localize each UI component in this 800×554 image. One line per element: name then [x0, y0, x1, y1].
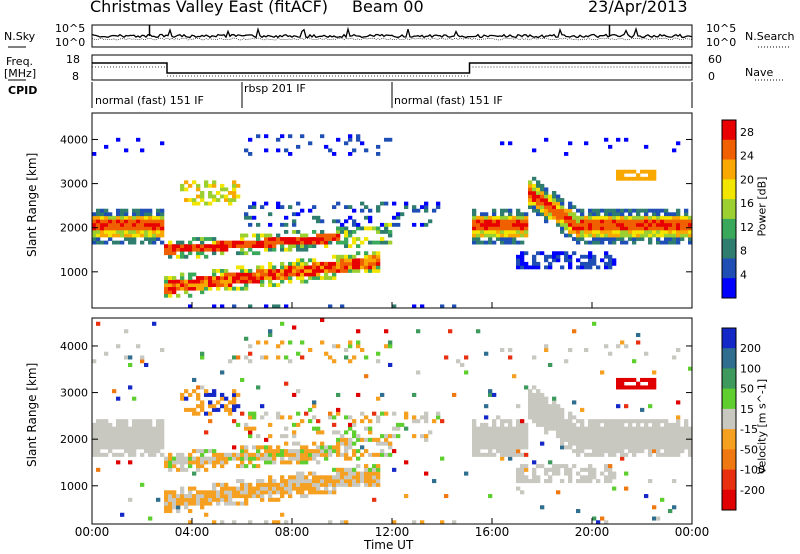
xtick-label: 00:00: [675, 525, 710, 539]
ns-tick-left-top: 10^5: [55, 22, 86, 35]
velocity-colorbar-tick: 50: [740, 383, 754, 396]
freq-unit-label: [MHz]: [4, 67, 37, 80]
power-colorbar-segment: [722, 159, 736, 180]
velocity-colorbar-tick: -50: [740, 443, 758, 456]
power-colorbar-tick: 24: [740, 150, 754, 163]
ns-tick-left-bottom: 10^0: [55, 36, 86, 49]
freq-tick-top: 18: [66, 53, 80, 66]
freq-line: [92, 62, 692, 74]
power-colorbar-segment: [722, 139, 736, 160]
xtick-label: 16:00: [475, 525, 510, 539]
velocity-colorbar-segment: [722, 328, 736, 349]
date-label: 23/Apr/2013: [588, 0, 688, 16]
power-colorbar-segment: [722, 238, 736, 259]
velocity-colorbar-segment: [722, 388, 736, 410]
freq-label: Freq.: [6, 55, 34, 68]
x-axis-label: Time UT: [364, 538, 414, 552]
power-ytick-label: 4000: [60, 133, 88, 146]
velocity-colorbar-tick: 15: [740, 403, 754, 416]
velocity-ytick-label: 3000: [60, 387, 88, 400]
power-colorbar-segment: [722, 179, 736, 200]
velocity-colorbar-segment: [722, 429, 736, 450]
velocity-colorbar-tick: 200: [740, 342, 761, 355]
velocity-colorbar-segment: [722, 368, 736, 389]
freq-panel-frame: [91, 54, 693, 81]
power-colorbar-segment: [722, 120, 736, 141]
velocity-ytick-label: 2000: [60, 433, 88, 446]
ns-tick-right-bottom: 10^0: [706, 36, 737, 49]
power-colorbar-segment: [722, 218, 736, 239]
xtick-label: 04:00: [175, 525, 210, 539]
velocity-ytick-label: 4000: [60, 340, 88, 353]
velocity-colorbar-segment: [722, 489, 736, 511]
nsearch-label: N.Search: [745, 30, 795, 43]
velocity-colorbar-tick: -100: [740, 464, 765, 477]
power-colorbar-frame: [721, 119, 737, 299]
cpid-segment-1: normal (fast) 151 IF: [95, 94, 204, 107]
station-title: Christmas Valley East (fitACF): [90, 0, 329, 16]
velocity-colorbar-segment: [722, 469, 736, 491]
velocity-colorbar-tick: -200: [740, 484, 765, 497]
power-colorbar-segment: [722, 258, 736, 279]
nsearch-line: [91, 37, 693, 41]
beam-label: Beam 00: [352, 0, 424, 16]
power-ytick-label: 1000: [60, 266, 88, 279]
power-colorbar-tick: 4: [740, 268, 747, 281]
nsky-label: N.Sky: [4, 30, 36, 43]
cpid-segment-3: normal (fast) 151 IF: [394, 94, 503, 107]
cpid-label: CPID: [8, 84, 38, 97]
cpid-segment-2: rbsp 201 IF: [244, 82, 306, 95]
velocity-colorbar-segment: [722, 408, 736, 430]
velocity-colorbar-segment: [722, 449, 736, 470]
ns-tick-right-top: 10^5: [706, 22, 737, 35]
velocity-colorbar-tick: -15: [740, 423, 758, 436]
power-colorbar-tick: 16: [740, 197, 754, 210]
power-colorbar-segment: [722, 278, 736, 299]
power-ytick-label: 3000: [60, 178, 88, 191]
nave-label: Nave: [745, 66, 774, 79]
freq-tick-bottom: 8: [72, 70, 79, 83]
xtick-label: 12:00: [375, 525, 410, 539]
xtick-label: 08:00: [275, 525, 310, 539]
nave-tick-bottom: 0: [708, 70, 715, 83]
nsky-line: [91, 26, 693, 39]
power-colorbar-tick: 28: [740, 126, 754, 139]
velocity-colorbar-segment: [722, 348, 736, 369]
nave-line: [92, 66, 692, 77]
power-colorbar-tick: 12: [740, 221, 754, 234]
xtick-label: 20:00: [575, 525, 610, 539]
velocity-ytick-label: 1000: [60, 480, 88, 493]
power-colorbar-tick: 20: [740, 173, 754, 186]
power-heatmap-cells: [92, 134, 693, 309]
xtick-label: 00:00: [75, 525, 110, 539]
velocity-heatmap-cells: [92, 318, 693, 525]
nave-tick-top: 60: [708, 53, 722, 66]
power-colorbar-tick: 8: [740, 245, 747, 258]
power-colorbar-segment: [722, 199, 736, 220]
velocity-colorbar-frame: [721, 327, 737, 511]
power-ytick-label: 2000: [60, 222, 88, 235]
nsky-panel-frame: [91, 24, 693, 48]
velocity-colorbar-tick: 100: [740, 362, 761, 375]
